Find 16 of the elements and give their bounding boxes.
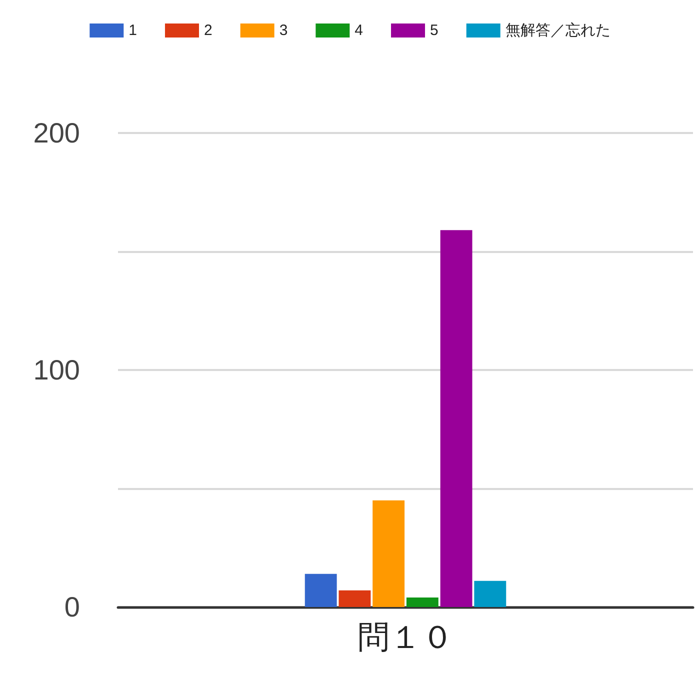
legend-label: 5 xyxy=(430,22,438,39)
legend-label: 1 xyxy=(128,22,137,39)
bar xyxy=(440,230,472,607)
x-tick-label: 問１０ xyxy=(358,619,454,655)
y-tick-label: 100 xyxy=(33,354,80,386)
bar xyxy=(474,580,506,607)
legend-label: 4 xyxy=(354,22,364,39)
bar xyxy=(338,590,371,607)
legend-label: 3 xyxy=(279,22,288,39)
legend-label: 無解答／忘れた xyxy=(505,22,610,39)
bar xyxy=(406,598,438,607)
bar xyxy=(372,500,405,607)
legend-label: 2 xyxy=(204,22,212,39)
y-tick-label: 0 xyxy=(64,592,80,622)
y-tick-label: 200 xyxy=(33,118,80,148)
bar xyxy=(304,574,337,607)
